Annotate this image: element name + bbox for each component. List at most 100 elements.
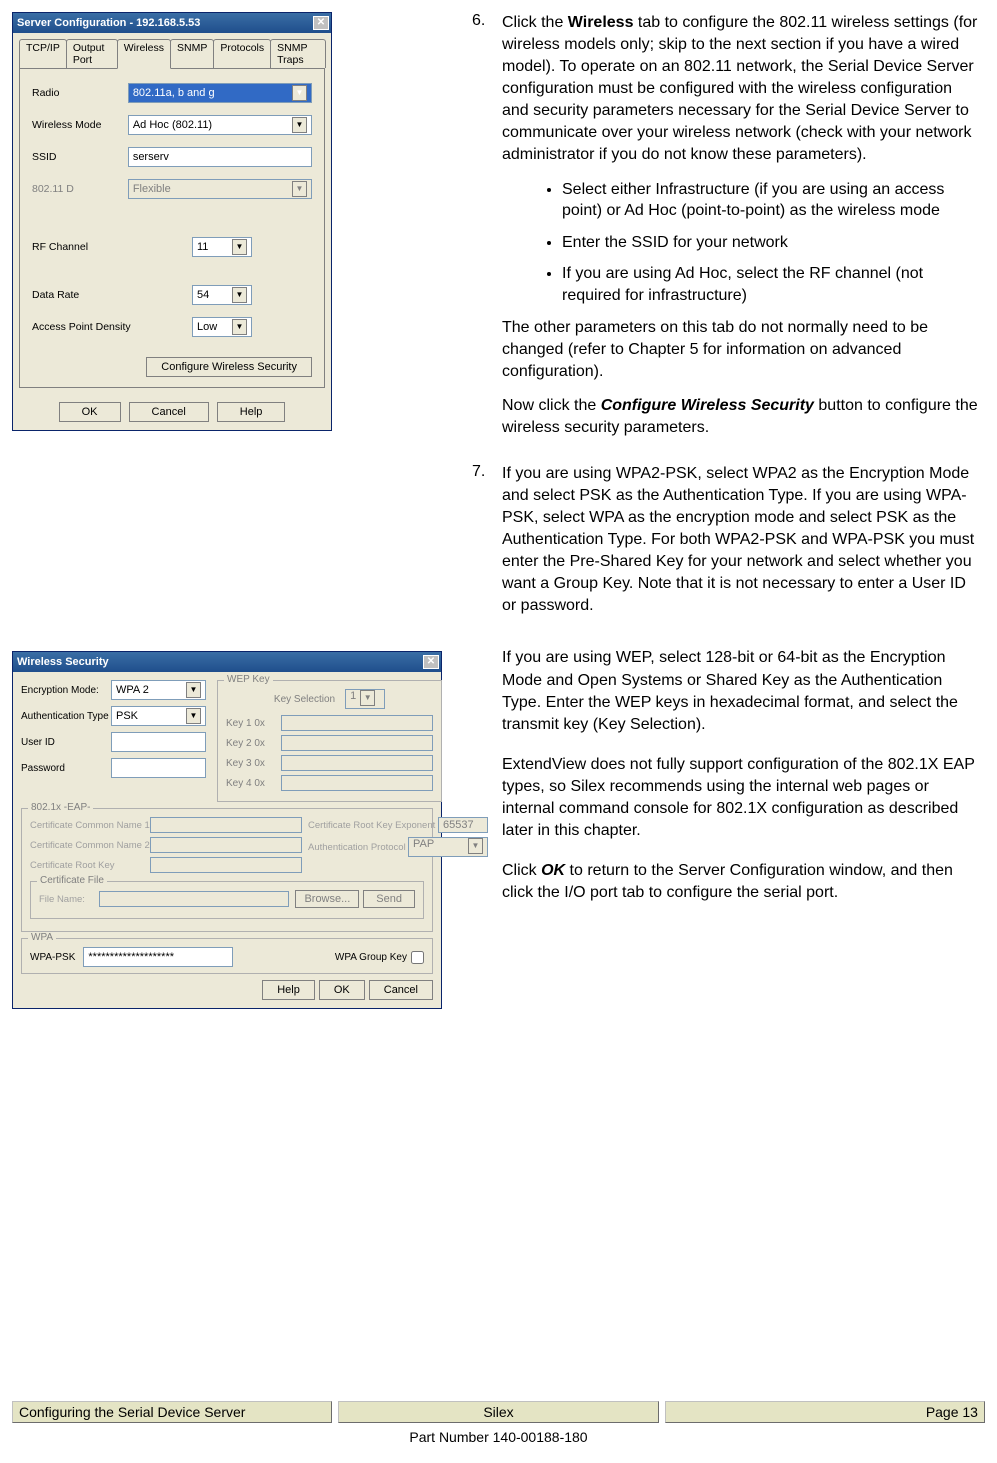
data-rate-select[interactable]: 54 ▼ — [192, 285, 252, 305]
wpa-psk-label: WPA-PSK — [30, 952, 75, 963]
browse-button: Browse... — [295, 890, 359, 908]
80211d-select: Flexible ▼ — [128, 179, 312, 199]
wep-key3-label: Key 3 0x — [226, 758, 281, 769]
wep-key1-input — [281, 715, 433, 731]
wep-key4-input — [281, 775, 433, 791]
cert-cn2-label: Certificate Common Name 2 — [30, 840, 150, 851]
tab-output-port[interactable]: Output Port — [66, 39, 118, 68]
cert-exp-label: Certificate Root Key Exponent — [308, 820, 438, 831]
footer-left: Configuring the Serial Device Server — [12, 1401, 332, 1423]
para-now: Now click the Configure Wireless Securit… — [502, 395, 979, 439]
footer-center: Silex — [338, 1401, 658, 1423]
wpa-group: WPA WPA-PSK WPA Group Key — [21, 938, 433, 974]
encryption-mode-label: Encryption Mode: — [21, 685, 111, 696]
bullet-1: Select either Infrastructure (if you are… — [562, 179, 979, 222]
wep-key3-input — [281, 755, 433, 771]
para-wep: If you are using WEP, select 128-bit or … — [502, 647, 979, 735]
tab-tcpip[interactable]: TCP/IP — [19, 39, 67, 68]
chevron-down-icon: ▼ — [468, 838, 483, 854]
tab-bar: TCP/IP Output Port Wireless SNMP Protoco… — [13, 33, 331, 68]
bullet-2: Enter the SSID for your network — [562, 232, 979, 254]
password-label: Password — [21, 763, 111, 774]
80211d-label: 802.11 D — [32, 183, 128, 195]
chevron-down-icon: ▼ — [292, 117, 307, 133]
auth-type-select[interactable]: PSK ▼ — [111, 706, 206, 726]
window-title: Wireless Security — [17, 656, 109, 668]
wep-key2-label: Key 2 0x — [226, 738, 281, 749]
chevron-down-icon: ▼ — [232, 319, 247, 335]
eap-group: 802.1x -EAP- Certificate Common Name 1 C… — [21, 808, 433, 932]
rf-channel-label: RF Channel — [32, 241, 142, 253]
user-id-label: User ID — [21, 737, 111, 748]
wep-key-group: WEP Key Key Selection 1 ▼ Key 1 0x Key 2… — [217, 680, 442, 802]
ssid-input[interactable] — [128, 147, 312, 167]
cert-rootkey-input — [150, 857, 302, 873]
data-rate-label: Data Rate — [32, 289, 142, 301]
dialog-buttons: OK Cancel Help — [13, 394, 331, 430]
ap-density-select[interactable]: Low ▼ — [192, 317, 252, 337]
cert-cn2-input — [150, 837, 302, 853]
ap-density-label: Access Point Density — [32, 321, 152, 333]
wireless-tab-pane: Radio 802.11a, b and g ▼ Wireless Mode A… — [19, 68, 325, 388]
wireless-security-window: Wireless Security ✕ Encryption Mode: WPA… — [12, 651, 442, 1009]
cert-rootkey-label: Certificate Root Key — [30, 860, 150, 871]
user-id-input[interactable] — [111, 732, 206, 752]
eap-group-title: 802.1x -EAP- — [28, 802, 93, 813]
chevron-down-icon: ▼ — [232, 287, 247, 303]
titlebar: Server Configuration - 192.168.5.53 ✕ — [13, 13, 331, 33]
tab-protocols[interactable]: Protocols — [213, 39, 271, 68]
tab-snmp-traps[interactable]: SNMP Traps — [270, 39, 326, 68]
mode-select[interactable]: Ad Hoc (802.11) ▼ — [128, 115, 312, 135]
send-button: Send — [363, 890, 415, 908]
cert-cn1-input — [150, 817, 302, 833]
password-input[interactable] — [111, 758, 206, 778]
file-name-input — [99, 891, 289, 907]
chevron-down-icon: ▼ — [186, 708, 201, 724]
footer-right: Page 13 — [665, 1401, 985, 1423]
wep-key2-input — [281, 735, 433, 751]
close-icon[interactable]: ✕ — [423, 655, 439, 669]
cert-file-title: Certificate File — [37, 875, 107, 886]
cert-exp-input — [438, 817, 488, 833]
para-extendview: ExtendView does not fully support config… — [502, 754, 979, 842]
page-footer: Configuring the Serial Device Server Sil… — [12, 1401, 985, 1445]
auth-type-label: Authentication Type — [21, 711, 111, 722]
radio-select[interactable]: 802.11a, b and g ▼ — [128, 83, 312, 103]
ssid-label: SSID — [32, 151, 128, 163]
rf-channel-select[interactable]: 11 ▼ — [192, 237, 252, 257]
ok-button[interactable]: OK — [59, 402, 121, 422]
help-button[interactable]: Help — [217, 402, 286, 422]
step-number: 7. — [472, 463, 502, 630]
configure-security-button[interactable]: Configure Wireless Security — [146, 357, 312, 377]
wpa-psk-input[interactable] — [83, 947, 233, 967]
mode-label: Wireless Mode — [32, 119, 128, 131]
window-title: Server Configuration - 192.168.5.53 — [17, 17, 200, 29]
para-other: The other parameters on this tab do not … — [502, 317, 979, 383]
file-name-label: File Name: — [39, 894, 99, 905]
wpa-group-key-checkbox[interactable] — [411, 951, 424, 964]
cancel-button[interactable]: Cancel — [129, 402, 209, 422]
cert-cn1-label: Certificate Common Name 1 — [30, 820, 150, 831]
chevron-down-icon: ▼ — [232, 239, 247, 255]
key-selection-select: 1 ▼ — [345, 689, 385, 709]
chevron-down-icon: ▼ — [186, 682, 201, 698]
ok-button[interactable]: OK — [319, 980, 365, 1000]
titlebar: Wireless Security ✕ — [13, 652, 441, 672]
step-number: 6. — [472, 12, 502, 451]
radio-label: Radio — [32, 87, 128, 99]
step7-text: If you are using WPA2-PSK, select WPA2 a… — [502, 463, 979, 618]
chevron-down-icon: ▼ — [292, 181, 307, 197]
auth-protocol-label: Authentication Protocol — [308, 842, 408, 853]
help-button[interactable]: Help — [262, 980, 315, 1000]
chevron-down-icon: ▼ — [360, 690, 375, 706]
tab-wireless[interactable]: Wireless — [117, 39, 171, 69]
close-icon[interactable]: ✕ — [313, 16, 329, 30]
tab-snmp[interactable]: SNMP — [170, 39, 214, 68]
wep-key4-label: Key 4 0x — [226, 778, 281, 789]
key-selection-label: Key Selection — [274, 694, 335, 705]
wep-group-title: WEP Key — [224, 674, 273, 685]
encryption-mode-select[interactable]: WPA 2 ▼ — [111, 680, 206, 700]
cert-file-group: Certificate File File Name: Browse... Se… — [30, 881, 424, 919]
server-config-window: Server Configuration - 192.168.5.53 ✕ TC… — [12, 12, 332, 431]
cancel-button[interactable]: Cancel — [369, 980, 433, 1000]
